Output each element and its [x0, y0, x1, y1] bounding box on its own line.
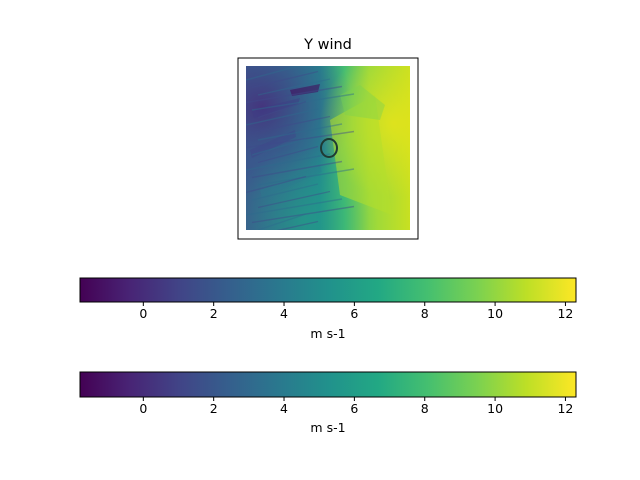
colorbar-2: 0 2 4 6 8 10 12 m s-1 — [79, 371, 577, 435]
colorbar-1: 0 2 4 6 8 10 12 m s-1 — [79, 277, 577, 341]
colorbar-1-tick-label: 2 — [210, 306, 218, 321]
field-streak-line — [246, 108, 319, 126]
field-streak-line — [251, 70, 319, 89]
field-high-wedge — [330, 95, 392, 215]
field-streak-line — [251, 138, 307, 156]
colorbar-2-label: m s-1 — [310, 420, 345, 435]
field-streak-line — [276, 220, 319, 230]
colorbar-2-tick-label: 2 — [210, 401, 218, 416]
field-streak-line — [257, 78, 331, 96]
colorbar-1-tick-label: 6 — [350, 306, 358, 321]
field-streak-line — [257, 100, 307, 119]
field-streak-line — [246, 85, 343, 104]
colorbar-2-ticks: 0 2 4 6 8 10 12 — [139, 397, 573, 416]
field-low-streak-2 — [252, 98, 300, 118]
colorbar-1-gradient — [79, 277, 577, 303]
field-streak-line — [257, 123, 343, 141]
field-streak-line — [251, 115, 331, 134]
colorbar-2-tick-label: 8 — [421, 401, 429, 416]
colorbar-2-tick-label: 12 — [557, 401, 573, 416]
field-low-streak-3 — [250, 130, 296, 158]
colorbar-2-gradient — [79, 371, 577, 398]
field-low-streak-1 — [290, 84, 320, 96]
field-streak-line — [257, 145, 319, 164]
field-streak-line — [257, 213, 307, 230]
colorbar-1-tick-label: 10 — [487, 306, 503, 321]
colorbar-2-tick-label: 0 — [139, 401, 147, 416]
field-streak-line — [246, 66, 302, 81]
map-panel — [237, 57, 419, 240]
field-streak-line — [246, 198, 343, 216]
colorbar-1-tick-label: 12 — [557, 306, 573, 321]
wind-field — [246, 66, 410, 230]
field-streak-line — [257, 190, 331, 209]
colorbar-2-tick-label: 10 — [487, 401, 503, 416]
colorbar-1-label: m s-1 — [310, 326, 345, 341]
field-streak-line — [246, 130, 355, 149]
contour-circle — [320, 138, 338, 158]
colorbar-1-tick-label: 4 — [280, 306, 288, 321]
field-streak-line — [257, 168, 355, 186]
colorbar-2-tick-label: 6 — [350, 401, 358, 416]
colorbar-2-tick-label: 4 — [280, 401, 288, 416]
colorbar-1-tick-label: 8 — [421, 306, 429, 321]
colorbar-1-ticks: 0 2 4 6 8 10 12 — [139, 302, 573, 321]
chart-title: Y wind — [303, 37, 352, 53]
colorbar-1-tick-label: 0 — [139, 306, 147, 321]
field-streak-line — [251, 183, 319, 201]
field-mid-streak — [260, 165, 322, 198]
field-ridge — [340, 85, 385, 120]
field-streak-line — [251, 205, 355, 224]
field-streak-line — [246, 175, 307, 194]
field-streak-line — [251, 93, 355, 111]
field-streak-line — [251, 160, 343, 179]
field-streak-line — [246, 153, 331, 171]
field-streaks — [246, 66, 355, 230]
